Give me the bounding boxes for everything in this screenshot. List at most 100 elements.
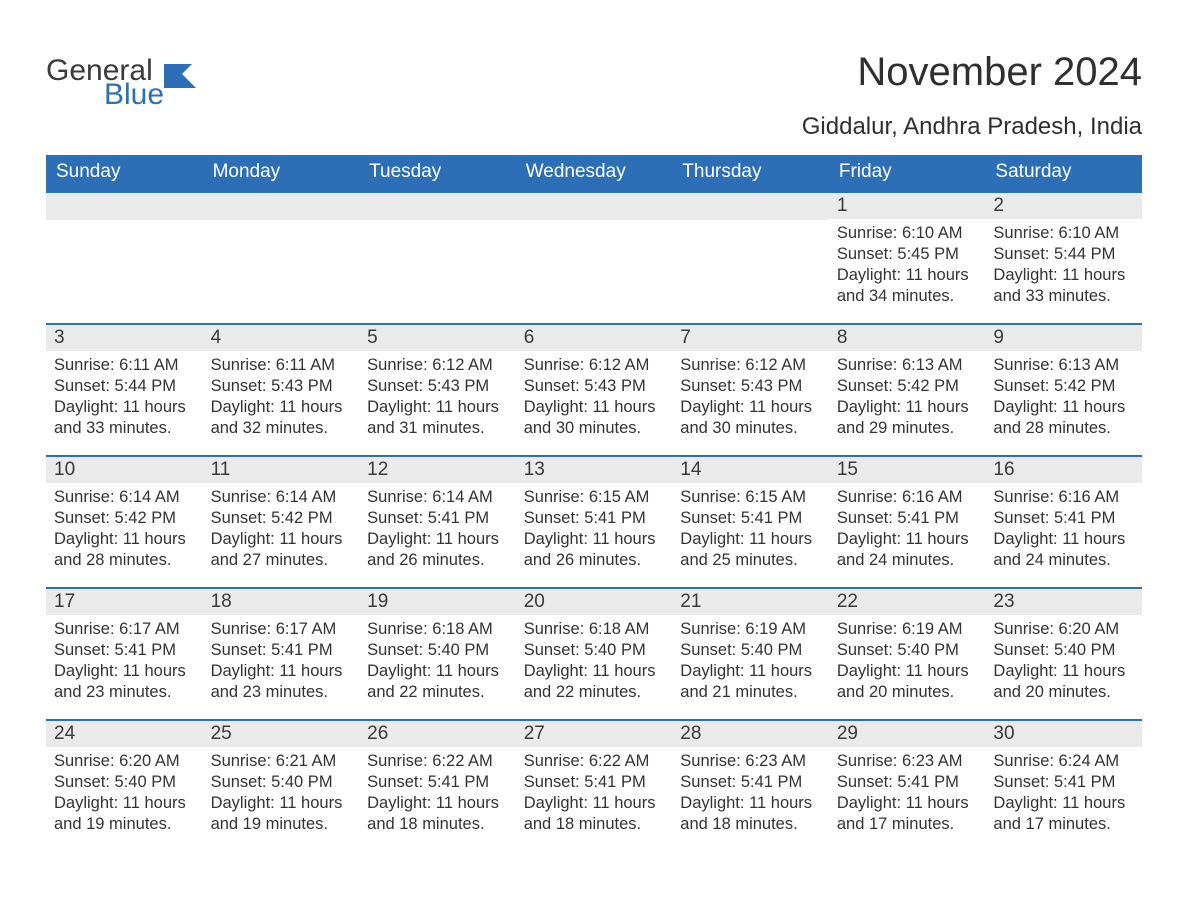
brand-logo: General Blue: [46, 56, 208, 110]
sunset-value: 5:41 PM: [1054, 509, 1115, 527]
day-number-bar: 8: [829, 325, 986, 351]
daylight-line: Daylight: 11 hours and 23 minutes.: [211, 661, 352, 703]
calendar-day-cell: 14Sunrise: 6:15 AMSunset: 5:41 PMDayligh…: [672, 457, 829, 587]
weekday-header-row: SundayMondayTuesdayWednesdayThursdayFrid…: [46, 155, 1142, 191]
sunrise-line: Sunrise: 6:13 AM: [993, 355, 1134, 376]
sunset-label: Sunset:: [211, 773, 272, 791]
day-details: Sunrise: 6:13 AMSunset: 5:42 PMDaylight:…: [829, 351, 986, 447]
flag-icon: [164, 60, 208, 93]
sunset-line: Sunset: 5:44 PM: [993, 244, 1134, 265]
sunrise-label: Sunrise:: [993, 488, 1058, 506]
sunrise-value: 6:20 AM: [119, 752, 180, 770]
calendar-week-row: 1Sunrise: 6:10 AMSunset: 5:45 PMDaylight…: [46, 191, 1142, 323]
sunset-line: Sunset: 5:40 PM: [837, 640, 978, 661]
daylight-line: Daylight: 11 hours and 33 minutes.: [993, 265, 1134, 307]
sunset-label: Sunset:: [367, 509, 428, 527]
daylight-label: Daylight:: [837, 662, 906, 680]
sunset-value: 5:41 PM: [584, 509, 645, 527]
day-details: Sunrise: 6:11 AMSunset: 5:43 PMDaylight:…: [203, 351, 360, 447]
day-number-bar: 24: [46, 721, 203, 747]
sunrise-line: Sunrise: 6:18 AM: [367, 619, 508, 640]
sunrise-label: Sunrise:: [54, 356, 119, 374]
weekday-header: Saturday: [985, 155, 1142, 191]
sunset-label: Sunset:: [54, 773, 115, 791]
day-details: Sunrise: 6:18 AMSunset: 5:40 PMDaylight:…: [516, 615, 673, 711]
sunrise-label: Sunrise:: [680, 356, 745, 374]
day-details: Sunrise: 6:21 AMSunset: 5:40 PMDaylight:…: [203, 747, 360, 843]
calendar-day-cell: 12Sunrise: 6:14 AMSunset: 5:41 PMDayligh…: [359, 457, 516, 587]
sunrise-label: Sunrise:: [524, 356, 589, 374]
sunset-value: 5:40 PM: [741, 641, 802, 659]
sunrise-value: 6:10 AM: [1059, 224, 1120, 242]
calendar-day-cell: 16Sunrise: 6:16 AMSunset: 5:41 PMDayligh…: [985, 457, 1142, 587]
sunset-value: 5:42 PM: [271, 509, 332, 527]
sunset-line: Sunset: 5:40 PM: [524, 640, 665, 661]
sunset-line: Sunset: 5:41 PM: [54, 640, 195, 661]
sunrise-label: Sunrise:: [524, 752, 589, 770]
daylight-label: Daylight:: [211, 662, 280, 680]
daylight-line: Daylight: 11 hours and 20 minutes.: [837, 661, 978, 703]
sunset-line: Sunset: 5:43 PM: [367, 376, 508, 397]
daylight-line: Daylight: 11 hours and 26 minutes.: [367, 529, 508, 571]
sunrise-value: 6:13 AM: [1059, 356, 1120, 374]
sunrise-label: Sunrise:: [367, 356, 432, 374]
day-number-bar: 1: [829, 193, 986, 219]
daylight-line: Daylight: 11 hours and 18 minutes.: [524, 793, 665, 835]
sunset-line: Sunset: 5:41 PM: [524, 508, 665, 529]
daylight-label: Daylight:: [524, 662, 593, 680]
sunrise-line: Sunrise: 6:18 AM: [524, 619, 665, 640]
sunset-value: 5:43 PM: [584, 377, 645, 395]
sunrise-line: Sunrise: 6:10 AM: [993, 223, 1134, 244]
daylight-line: Daylight: 11 hours and 26 minutes.: [524, 529, 665, 571]
day-number-bar: 13: [516, 457, 673, 483]
sunset-label: Sunset:: [211, 641, 272, 659]
daylight-label: Daylight:: [680, 530, 749, 548]
weekday-header: Monday: [203, 155, 360, 191]
calendar-day-cell: 1Sunrise: 6:10 AMSunset: 5:45 PMDaylight…: [829, 193, 986, 323]
calendar-empty-cell: [46, 193, 203, 323]
daylight-label: Daylight:: [837, 398, 906, 416]
daylight-line: Daylight: 11 hours and 28 minutes.: [993, 397, 1134, 439]
sunset-line: Sunset: 5:41 PM: [993, 508, 1134, 529]
sunset-line: Sunset: 5:40 PM: [993, 640, 1134, 661]
sunset-label: Sunset:: [680, 641, 741, 659]
sunset-label: Sunset:: [211, 377, 272, 395]
daylight-label: Daylight:: [211, 398, 280, 416]
day-number-bar: 21: [672, 589, 829, 615]
sunrise-value: 6:22 AM: [589, 752, 650, 770]
sunset-label: Sunset:: [211, 509, 272, 527]
daylight-line: Daylight: 11 hours and 32 minutes.: [211, 397, 352, 439]
sunset-line: Sunset: 5:41 PM: [524, 772, 665, 793]
sunset-label: Sunset:: [837, 641, 898, 659]
sunrise-line: Sunrise: 6:22 AM: [367, 751, 508, 772]
sunrise-label: Sunrise:: [211, 620, 276, 638]
calendar-grid: SundayMondayTuesdayWednesdayThursdayFrid…: [46, 155, 1142, 851]
daylight-label: Daylight:: [367, 398, 436, 416]
calendar-body: 1Sunrise: 6:10 AMSunset: 5:45 PMDaylight…: [46, 191, 1142, 851]
sunrise-value: 6:13 AM: [902, 356, 963, 374]
sunset-value: 5:43 PM: [428, 377, 489, 395]
day-details: Sunrise: 6:23 AMSunset: 5:41 PMDaylight:…: [672, 747, 829, 843]
daylight-label: Daylight:: [211, 794, 280, 812]
calendar-week-row: 24Sunrise: 6:20 AMSunset: 5:40 PMDayligh…: [46, 719, 1142, 851]
sunset-value: 5:40 PM: [115, 773, 176, 791]
day-details: Sunrise: 6:14 AMSunset: 5:41 PMDaylight:…: [359, 483, 516, 579]
day-details: Sunrise: 6:14 AMSunset: 5:42 PMDaylight:…: [203, 483, 360, 579]
daylight-label: Daylight:: [993, 530, 1062, 548]
sunset-label: Sunset:: [993, 509, 1054, 527]
month-title: November 2024: [802, 50, 1142, 95]
sunset-line: Sunset: 5:41 PM: [211, 640, 352, 661]
sunrise-label: Sunrise:: [211, 752, 276, 770]
calendar-day-cell: 9Sunrise: 6:13 AMSunset: 5:42 PMDaylight…: [985, 325, 1142, 455]
sunrise-value: 6:11 AM: [276, 356, 335, 374]
daylight-label: Daylight:: [837, 794, 906, 812]
weekday-header: Friday: [829, 155, 986, 191]
day-number-bar: [672, 193, 829, 220]
sunrise-value: 6:16 AM: [1059, 488, 1120, 506]
sunrise-value: 6:16 AM: [902, 488, 963, 506]
sunset-label: Sunset:: [837, 509, 898, 527]
sunset-label: Sunset:: [54, 377, 115, 395]
day-details: [203, 220, 360, 310]
daylight-line: Daylight: 11 hours and 27 minutes.: [211, 529, 352, 571]
sunset-line: Sunset: 5:42 PM: [54, 508, 195, 529]
